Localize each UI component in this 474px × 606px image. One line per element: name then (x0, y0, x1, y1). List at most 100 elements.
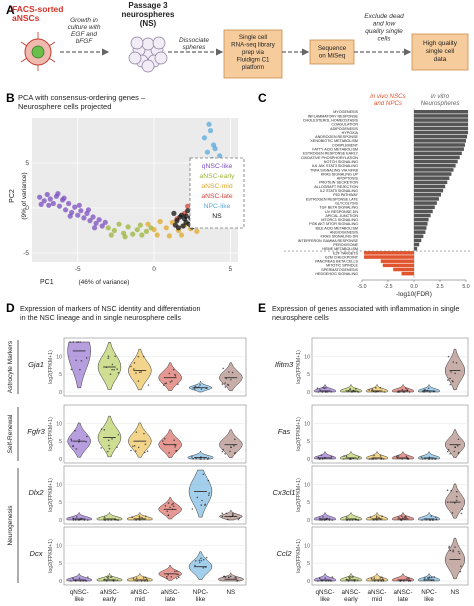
pca-point-ns (180, 223, 186, 229)
violin-point (133, 444, 136, 447)
violin-point (229, 450, 231, 453)
violin-point (448, 547, 450, 549)
violin-point (421, 390, 424, 392)
violin-gene-label: Dcx (30, 549, 43, 558)
pca-point-ns (185, 208, 191, 214)
text-line: High quality (423, 40, 458, 47)
violin-point (132, 577, 135, 580)
gsea-bar (364, 251, 414, 255)
violin-point (349, 575, 352, 578)
pca-point-qnsc-like (46, 202, 52, 208)
violin-shape (188, 551, 213, 580)
violin-point (176, 577, 178, 580)
violin-point (117, 433, 120, 436)
violin-point (75, 359, 77, 362)
violin-point (166, 577, 168, 580)
violin-point (430, 576, 433, 579)
text-line: quality single (365, 28, 403, 35)
violin-point (368, 389, 371, 391)
violin-point (373, 577, 376, 579)
violin-shape (313, 573, 337, 582)
violin-point (380, 580, 383, 582)
violin-point (232, 514, 234, 516)
violin-point (200, 557, 202, 560)
violin-point (430, 515, 433, 517)
gsea-category-label: SPERMATOGENESIS (321, 268, 358, 272)
violin-point (449, 377, 451, 380)
violin-shape (96, 512, 123, 521)
violin-point (343, 458, 345, 460)
violin-point (354, 390, 356, 393)
gsea-bar (414, 130, 469, 135)
violin-point (327, 580, 330, 582)
violin-shape (128, 348, 152, 391)
gsea-category-label: APOPTOSIS (337, 177, 359, 181)
violin-point (434, 516, 437, 518)
violin-point (435, 518, 437, 521)
violin-ylabel: log2(FPKM+1) (48, 539, 54, 573)
violin-point (401, 388, 404, 391)
violin-point (168, 452, 170, 454)
violin-point (357, 456, 360, 459)
pca-x-tick-label: -5 (75, 266, 81, 273)
violin-ylabel: log2(FPKM+1) (48, 350, 54, 384)
violin-point (356, 390, 359, 393)
pca-point-ansc-early (134, 227, 140, 233)
violin-point (353, 580, 356, 582)
text-line: Neurospheres (421, 100, 460, 107)
sphere-cell (152, 36, 166, 50)
violin-point (200, 559, 203, 562)
violin-point (377, 390, 379, 393)
gsea-bar (414, 201, 437, 205)
gsea-bar (414, 159, 458, 164)
violin-point (200, 456, 202, 458)
gsea-bar (414, 114, 469, 118)
gsea-bar (414, 180, 448, 185)
violin-point (230, 378, 232, 381)
violin-point (202, 558, 205, 561)
pca-point-qnsc-like (67, 213, 73, 219)
violin-gene-label: Dlx2 (28, 488, 44, 497)
text-line: like (196, 596, 206, 603)
violin-shape (219, 509, 243, 521)
violin-point (372, 519, 375, 521)
violin-shape (339, 384, 363, 393)
violin-point (326, 391, 328, 393)
violin-point (164, 505, 167, 507)
violin-point (400, 519, 403, 521)
violin-point (321, 579, 323, 582)
violin-point (452, 549, 454, 551)
violin-point (447, 355, 450, 358)
violin-point (448, 545, 451, 548)
violin-point (143, 518, 145, 520)
pca-point-ns (172, 222, 179, 228)
violin-point (131, 516, 134, 519)
pca-legend-item: NPC-like (204, 203, 231, 210)
violin-panel-frame (311, 337, 469, 397)
violin-y-tick-label: 10 (56, 482, 62, 488)
violin-point (174, 443, 176, 446)
gsea-bar (414, 155, 460, 160)
violin-point (330, 390, 333, 393)
text-line: spheres (182, 44, 206, 51)
violin-point (111, 363, 114, 366)
violin-point (141, 516, 143, 519)
gsea-category-label: COMPLEMENT (332, 143, 359, 147)
violin-point (347, 390, 350, 392)
violin-point (376, 519, 378, 521)
violin-point (368, 458, 371, 460)
violin-point (379, 577, 382, 579)
violin-point (232, 512, 234, 515)
violin-shape (391, 573, 415, 582)
pca-point-npc-like (204, 149, 211, 155)
violin-point (144, 576, 147, 579)
violin-point (221, 450, 224, 453)
violin-point (110, 519, 112, 521)
pca-point-npc-like (217, 153, 223, 159)
gsea-bar (380, 259, 414, 263)
gsea-category-label: ANDROGEN RESPONSE (315, 135, 358, 139)
violin-point (191, 456, 193, 458)
violin-point (317, 457, 320, 459)
growth-label: Growth in culture with EGF and bFGF (68, 17, 101, 45)
violin-point (343, 455, 345, 457)
